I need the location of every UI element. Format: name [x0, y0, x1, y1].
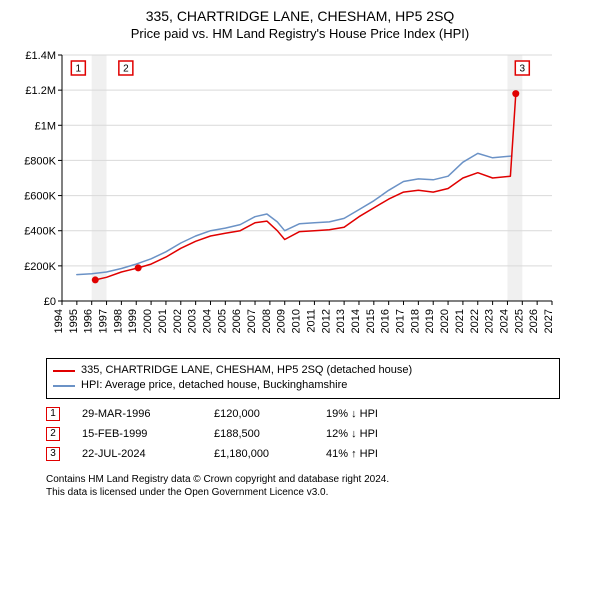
svg-text:2027: 2027 [543, 309, 555, 333]
svg-text:1: 1 [76, 64, 82, 75]
svg-text:2005: 2005 [216, 309, 228, 333]
svg-text:2011: 2011 [305, 309, 317, 333]
footnotes: Contains HM Land Registry data © Crown c… [46, 473, 580, 499]
event-marker: 3 [46, 447, 60, 461]
chart-area: £0£200K£400K£600K£800K£1M£1.2M£1.4M19941… [10, 47, 590, 352]
svg-text:2012: 2012 [320, 309, 332, 333]
svg-text:2010: 2010 [291, 309, 303, 333]
svg-text:2004: 2004 [201, 309, 213, 333]
event-row: 3 22-JUL-2024 £1,180,000 41% ↑ HPI [46, 447, 560, 461]
event-date: 22-JUL-2024 [82, 448, 192, 460]
svg-text:2021: 2021 [454, 309, 466, 333]
svg-text:2009: 2009 [276, 309, 288, 333]
event-price: £120,000 [214, 408, 304, 420]
svg-text:£200K: £200K [24, 261, 56, 273]
svg-text:2003: 2003 [187, 309, 199, 333]
legend-swatch [53, 385, 75, 387]
event-price: £1,180,000 [214, 448, 304, 460]
svg-text:1997: 1997 [98, 309, 110, 333]
title: 335, CHARTRIDGE LANE, CHESHAM, HP5 2SQ [10, 8, 590, 24]
footnote-line: This data is licensed under the Open Gov… [46, 486, 580, 499]
legend-box: 335, CHARTRIDGE LANE, CHESHAM, HP5 2SQ (… [46, 358, 560, 399]
svg-text:1999: 1999 [127, 309, 139, 333]
svg-text:£1M: £1M [35, 120, 56, 132]
footnote-line: Contains HM Land Registry data © Crown c… [46, 473, 580, 486]
event-hpi: 41% ↑ HPI [326, 448, 378, 460]
svg-text:1994: 1994 [53, 309, 65, 333]
svg-text:2017: 2017 [395, 309, 407, 333]
svg-text:2023: 2023 [484, 309, 496, 333]
svg-text:2024: 2024 [498, 309, 510, 333]
svg-text:1996: 1996 [83, 309, 95, 333]
svg-text:2008: 2008 [261, 309, 273, 333]
svg-text:2002: 2002 [172, 309, 184, 333]
legend-label: HPI: Average price, detached house, Buck… [81, 378, 347, 393]
svg-text:1995: 1995 [68, 309, 80, 333]
svg-text:2020: 2020 [439, 309, 451, 333]
price-chart: £0£200K£400K£600K£800K£1M£1.2M£1.4M19941… [10, 47, 570, 347]
legend-item: HPI: Average price, detached house, Buck… [53, 378, 553, 393]
event-hpi: 19% ↓ HPI [326, 408, 378, 420]
event-row: 2 15-FEB-1999 £188,500 12% ↓ HPI [46, 427, 560, 441]
event-date: 29-MAR-1996 [82, 408, 192, 420]
event-hpi: 12% ↓ HPI [326, 428, 378, 440]
svg-text:2001: 2001 [157, 309, 169, 333]
legend-swatch [53, 370, 75, 372]
svg-text:2022: 2022 [469, 309, 481, 333]
svg-text:£0: £0 [44, 296, 56, 308]
svg-text:2015: 2015 [365, 309, 377, 333]
svg-text:£1.2M: £1.2M [25, 85, 56, 97]
svg-text:2018: 2018 [409, 309, 421, 333]
event-marker: 2 [46, 427, 60, 441]
svg-text:2016: 2016 [380, 309, 392, 333]
svg-text:£1.4M: £1.4M [25, 50, 56, 62]
svg-text:£800K: £800K [24, 155, 56, 167]
svg-text:£600K: £600K [24, 191, 56, 203]
svg-text:2000: 2000 [142, 309, 154, 333]
svg-text:2007: 2007 [246, 309, 258, 333]
svg-text:2025: 2025 [513, 309, 525, 333]
svg-text:2014: 2014 [350, 309, 362, 333]
svg-text:2006: 2006 [231, 309, 243, 333]
event-date: 15-FEB-1999 [82, 428, 192, 440]
subtitle: Price paid vs. HM Land Registry's House … [10, 26, 590, 41]
legend-item: 335, CHARTRIDGE LANE, CHESHAM, HP5 2SQ (… [53, 363, 553, 378]
legend-label: 335, CHARTRIDGE LANE, CHESHAM, HP5 2SQ (… [81, 363, 412, 378]
event-list: 1 29-MAR-1996 £120,000 19% ↓ HPI 2 15-FEB-199… [46, 407, 560, 467]
chart-container: 335, CHARTRIDGE LANE, CHESHAM, HP5 2SQ P… [0, 0, 600, 590]
svg-text:1998: 1998 [112, 309, 124, 333]
event-row: 1 29-MAR-1996 £120,000 19% ↓ HPI [46, 407, 560, 421]
svg-text:2019: 2019 [424, 309, 436, 333]
event-price: £188,500 [214, 428, 304, 440]
svg-text:2: 2 [123, 64, 129, 75]
event-marker: 1 [46, 407, 60, 421]
svg-text:2026: 2026 [528, 309, 540, 333]
svg-text:£400K: £400K [24, 226, 56, 238]
svg-text:2013: 2013 [335, 309, 347, 333]
svg-text:3: 3 [520, 64, 526, 75]
